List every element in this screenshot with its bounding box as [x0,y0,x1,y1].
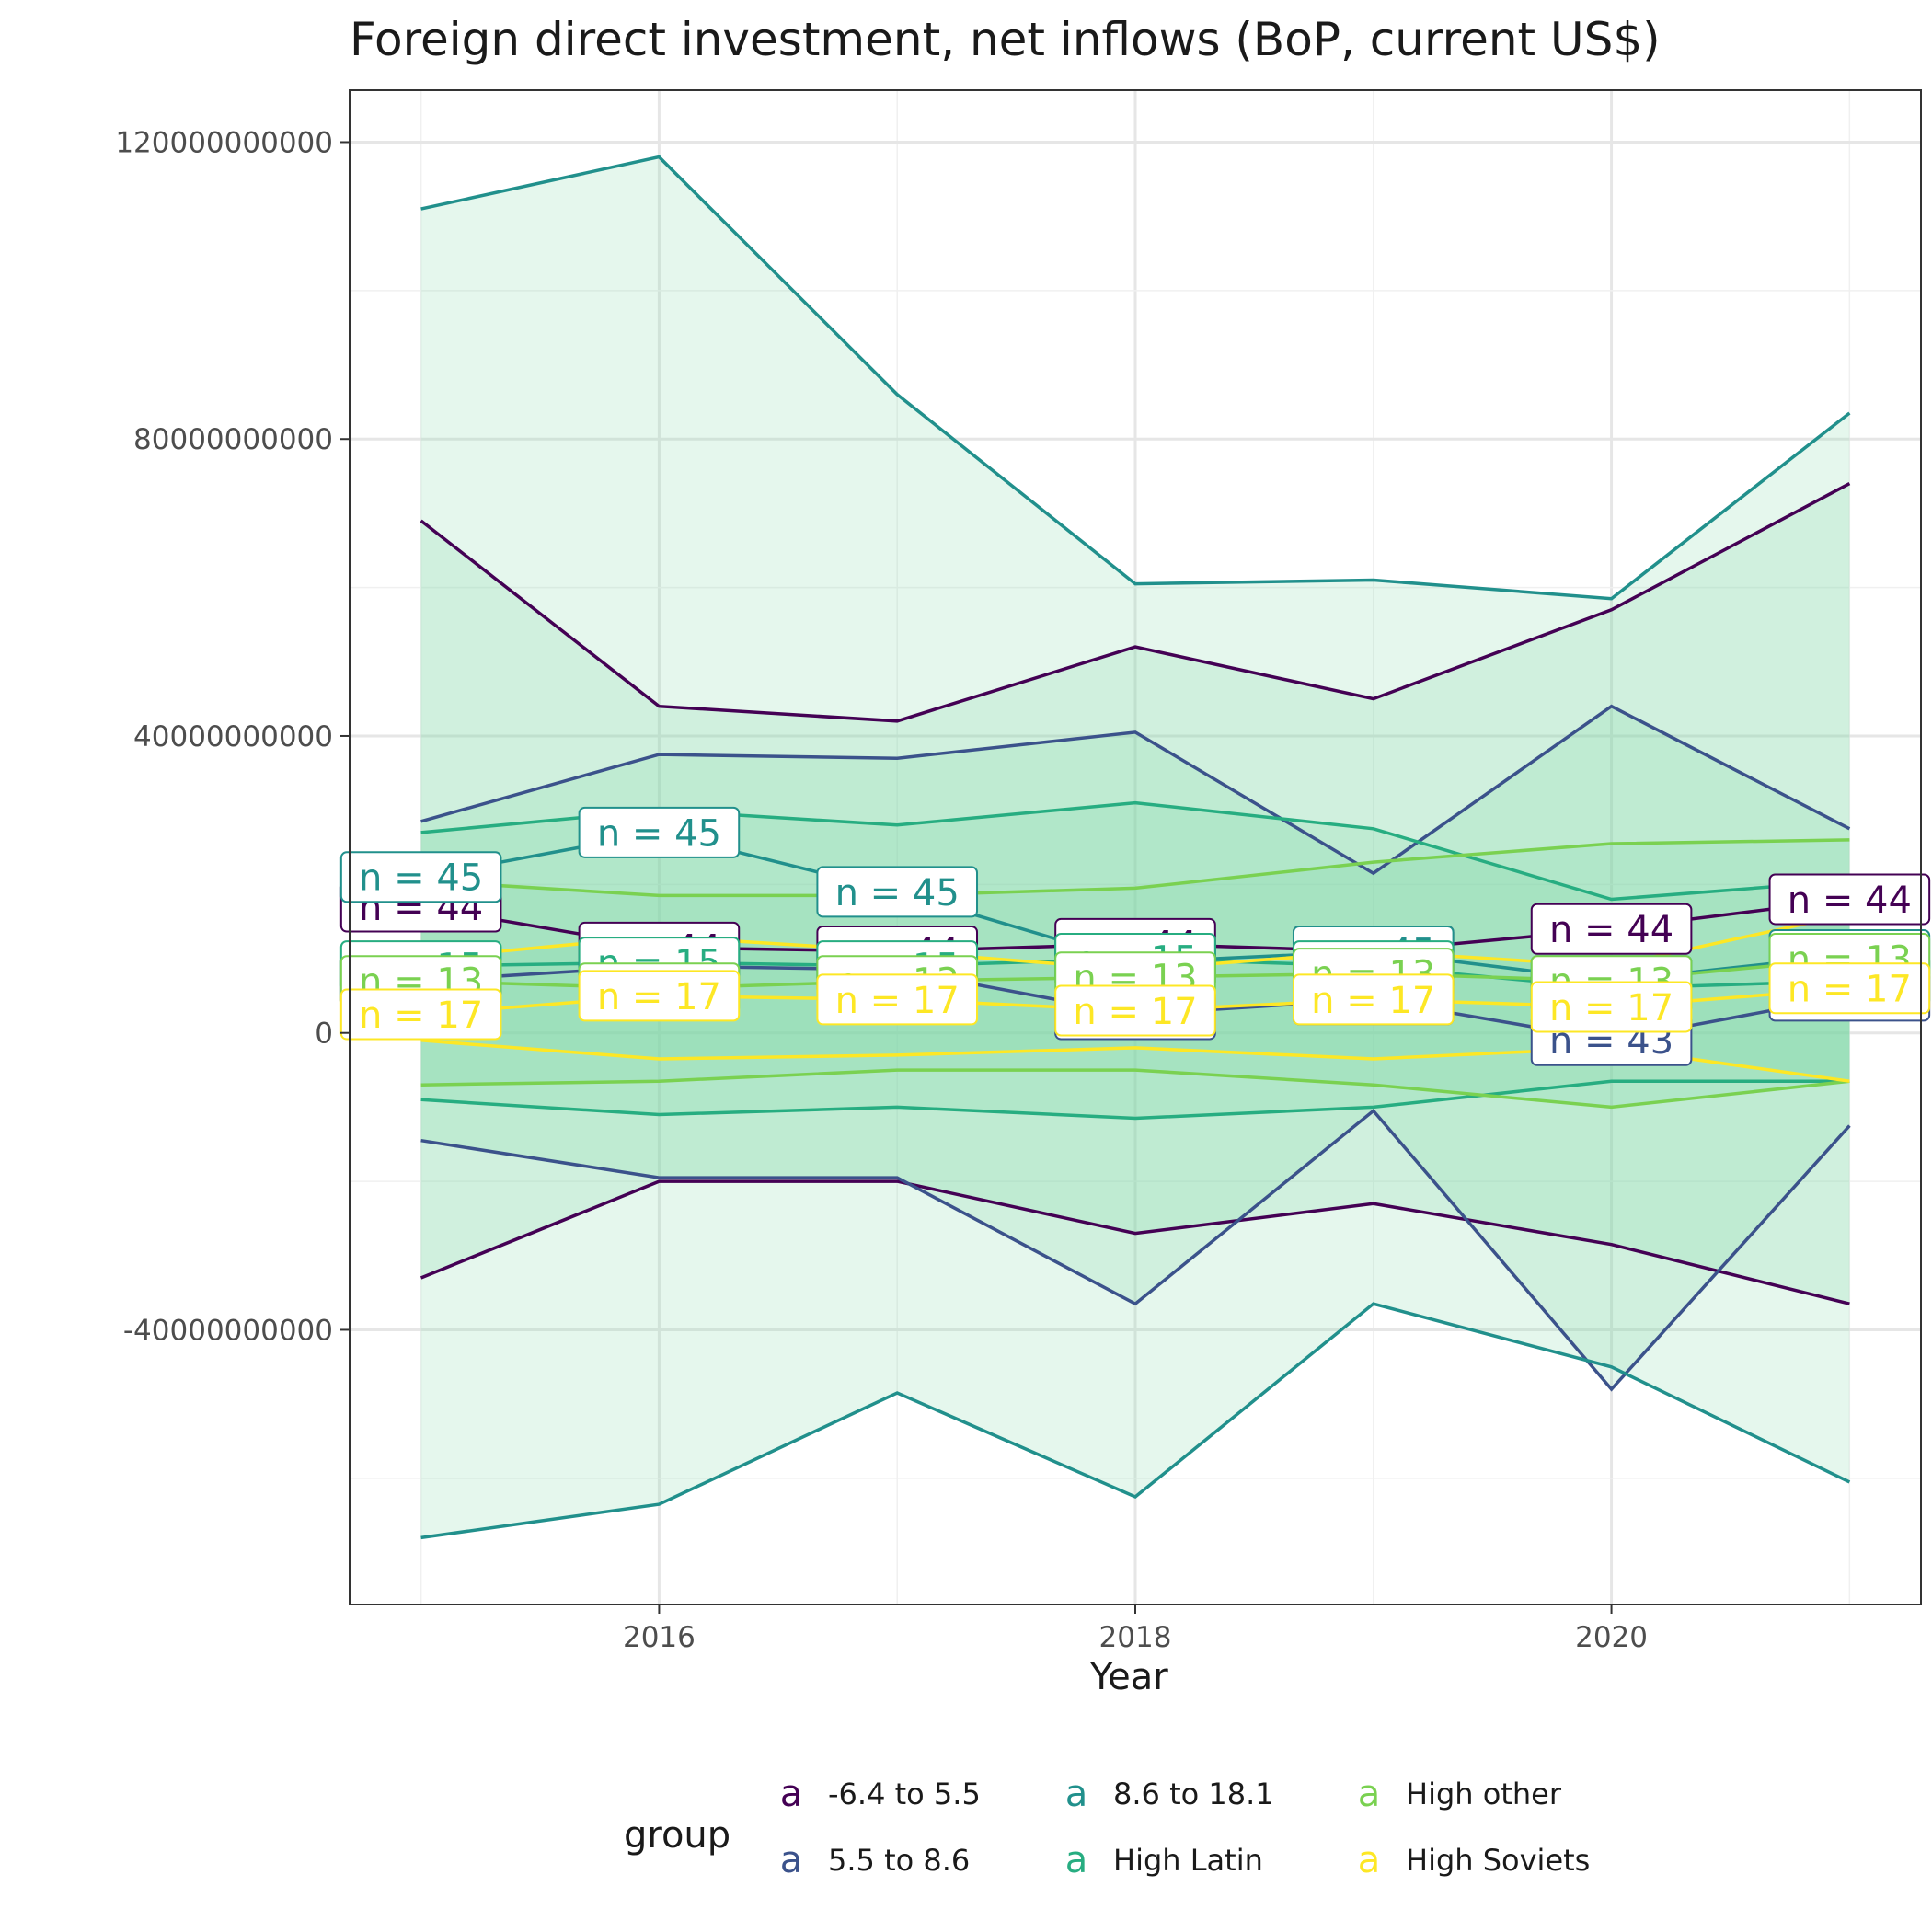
y-tick-label: 80000000000 [133,423,333,456]
n-label: n = 45 [816,866,979,918]
n-label: n = 17 [1530,981,1693,1033]
legend-label: High other [1406,1777,1561,1811]
series-line [420,1079,1850,1121]
n-label-text: n = 17 [1549,987,1673,1029]
series-line [420,155,1851,601]
n-label-box [578,806,741,858]
ribbon-band [420,483,1850,1305]
series-line [420,1108,1851,1392]
n-label-text: n = 45 [835,872,960,914]
series-line [420,1302,1851,1540]
series-line [420,704,1851,876]
chart-title: Foreign direct investment, net inflows (… [350,13,1661,66]
n-label: n = 17 [1292,973,1455,1026]
legend-label: -6.4 to 5.5 [828,1777,981,1811]
n-label: n = 17 [1054,984,1216,1037]
y-tick-label: 120000000000 [115,126,333,159]
n-label-box [816,866,979,918]
n-label-text: n = 17 [835,980,960,1022]
legend-key: a [1064,1773,1088,1815]
legend-item: a High Soviets [1341,1833,1591,1888]
legend-key: a [1357,1839,1381,1881]
n-label-text: n = 45 [597,812,721,855]
n-label-text: n = 17 [359,995,483,1037]
n-label-text: n = 17 [597,976,721,1018]
legend-label: High Soviets [1406,1843,1591,1878]
x-tick-label: 2018 [1099,1621,1172,1654]
x-axis: 2016 2018 2020 [623,1604,1648,1654]
n-label-text: n = 17 [1073,991,1197,1033]
n-label-text: n = 44 [1788,880,1912,922]
series-line [420,1068,1850,1110]
legend-title: group [624,1814,731,1857]
n-label-box [578,970,741,1022]
n-label: n = 17 [1768,962,1931,1015]
n-label-box [339,988,502,1041]
x-tick-label: 2020 [1575,1621,1648,1654]
x-axis-title: Year [1090,1656,1168,1698]
legend-key: a [779,1773,803,1815]
series-line [420,838,1850,898]
n-label-text: n = 45 [359,857,483,900]
y-tick-label: -40000000000 [123,1314,333,1347]
legend-label: High Latin [1113,1843,1263,1878]
x-tick-label: 2016 [623,1621,696,1654]
n-label-text: n = 17 [1311,980,1435,1022]
n-label-box [1530,903,1693,955]
legend-key: a [1357,1773,1381,1815]
n-label: n = 17 [339,988,502,1041]
legend-item: a High Latin [1049,1833,1263,1888]
legend: group a -6.4 to 5.5 a 5.5 to 8.6 a 8.6 t… [616,1766,1720,1904]
series-line [420,1179,1850,1305]
grid-lines [350,90,1921,1604]
n-label-text: n = 17 [1788,969,1912,1011]
y-tick-label: 0 [315,1018,333,1051]
n-labels: n = 44n = 44n = 44n = 44n = 44n = 44n = … [339,806,1931,1066]
n-label-box [1768,873,1931,926]
n-label: n = 17 [816,973,979,1026]
n-label: n = 44 [1530,903,1693,955]
n-label-box [1530,981,1693,1033]
series-line [420,482,1851,723]
y-tick-label: 40000000000 [133,720,333,753]
n-label: n = 45 [339,851,502,903]
ribbon-band [420,156,1850,1538]
n-label-text: n = 44 [1549,909,1673,951]
n-label: n = 44 [1768,873,1931,926]
legend-item: a High other [1341,1766,1561,1822]
legend-label: 5.5 to 8.6 [828,1843,971,1878]
y-axis: 120000000000 80000000000 40000000000 0 -4000… [115,126,350,1347]
n-label-box [339,851,502,903]
legend-key: a [1064,1839,1088,1881]
n-label-box [816,973,979,1026]
n-label-box [1054,984,1216,1037]
legend-item: a -6.4 to 5.5 [764,1766,981,1822]
n-label: n = 45 [578,806,741,858]
n-label: n = 17 [578,970,741,1022]
legend-item: a 8.6 to 18.1 [1049,1766,1274,1822]
legend-label: 8.6 to 18.1 [1113,1777,1274,1811]
legend-key: a [779,1839,803,1881]
legend-item: a 5.5 to 8.6 [764,1833,971,1888]
n-label-box [1768,962,1931,1015]
n-label-box [1292,973,1455,1026]
